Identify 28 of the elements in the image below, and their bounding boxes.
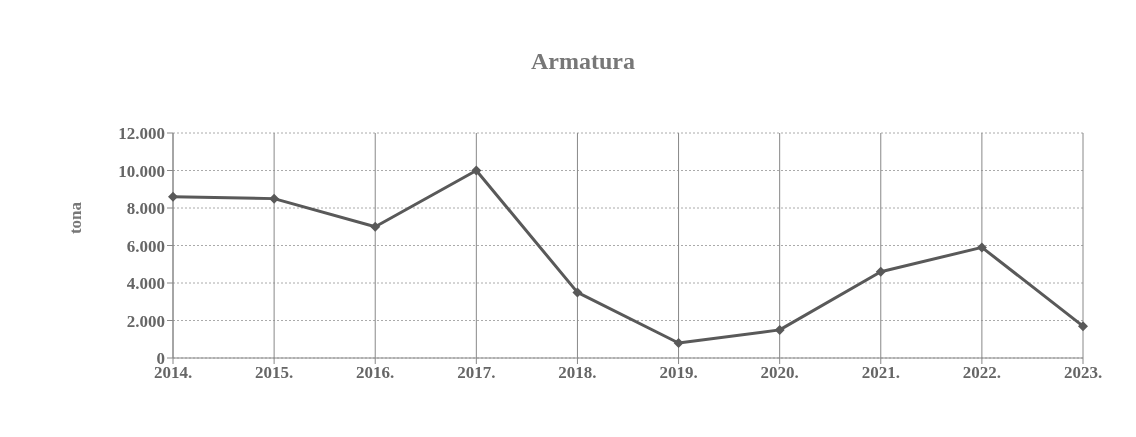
y-tick-label: 4.000 [126, 274, 165, 294]
x-tick-label: 2023. [1063, 363, 1103, 383]
x-tick-label: 2020. [760, 363, 799, 383]
x-tick-label: 2018. [558, 363, 597, 383]
x-tick-label: 2014. [153, 363, 193, 383]
x-tick-label: 2019. [659, 363, 698, 383]
x-tick-label: 2021. [861, 363, 900, 383]
point [673, 338, 684, 348]
y-tick-label: 8.000 [126, 199, 165, 219]
x-tick-label: 2022. [962, 363, 1002, 383]
point [572, 287, 583, 298]
point [269, 193, 280, 204]
point [774, 324, 785, 335]
point [168, 191, 178, 202]
y-tick-label: 12.000 [118, 124, 165, 144]
y-tick-label: 6.000 [126, 236, 165, 256]
point [1078, 321, 1088, 332]
point [370, 221, 381, 232]
x-tick-label: 2015. [254, 363, 294, 383]
chart-title: Armatura [530, 48, 636, 75]
x-tick-label: 2017. [457, 363, 496, 383]
x-tick-label: 2016. [356, 363, 395, 383]
y-axis-title: tona [66, 201, 86, 235]
y-tick-label: 10.000 [118, 161, 165, 181]
point [875, 266, 886, 277]
point [471, 165, 482, 176]
point [976, 242, 987, 253]
y-tick-label: 2.000 [126, 311, 165, 331]
